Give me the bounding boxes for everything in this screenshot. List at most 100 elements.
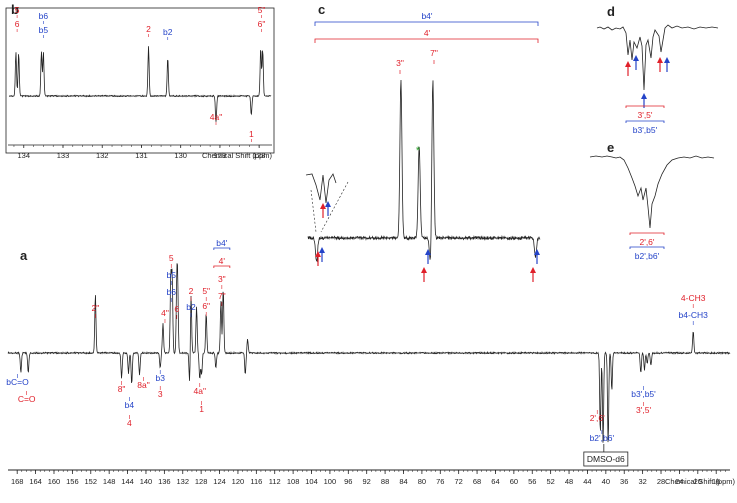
tick-label-b-128: 128 [253, 151, 266, 160]
tick-label-a-132: 132 [176, 477, 189, 486]
panel-b-frame [5, 7, 275, 154]
inset-zoom [305, 173, 349, 233]
tick-label-a-56: 56 [528, 477, 536, 486]
bracket-b4prime [314, 21, 539, 26]
tick-label-a-80: 80 [418, 477, 426, 486]
label-b-6: 4a" [210, 112, 222, 122]
label-c-7dprime: 7" [430, 48, 438, 58]
arrow-d-red-2 [657, 57, 663, 72]
arrow-c-blue-5 [534, 249, 540, 264]
spectrum-b-trace [8, 46, 272, 122]
label-a-28: 3',5' [636, 405, 651, 415]
tick-label-a-104: 104 [305, 477, 318, 486]
tick-label-a-60: 60 [510, 477, 518, 486]
arrow-d-blue-3 [664, 57, 670, 72]
arrow-inset-red [320, 203, 326, 218]
panel-letter-e: e [607, 140, 614, 155]
label-a-20: b4' [216, 238, 227, 248]
arrow-c-red-0 [315, 251, 321, 266]
label-b-8: 5" [258, 5, 266, 15]
star-marker: * [416, 145, 421, 157]
label-c-b4prime: b4' [421, 11, 432, 21]
label-a-17: 1 [199, 404, 204, 414]
tick-label-b-133: 133 [57, 151, 70, 160]
arrow-c-red-2 [421, 267, 427, 282]
panel-letter-a: a [20, 248, 28, 263]
tick-label-a-160: 160 [48, 477, 61, 486]
tick-label-a-52: 52 [546, 477, 554, 486]
labels-a: bC=O C=O 2" 8" b4 4 8a" b3 3 4" 5 b5 b6 62 b2 4a" 1 5" 6" b… [6, 238, 709, 467]
label-a-30: b4-CH3 [679, 310, 709, 320]
label-c-3dprime: 3" [396, 58, 404, 68]
label-b-1: 6 [15, 19, 20, 29]
bracket-a-20 [213, 247, 231, 250]
tick-label-a-108: 108 [287, 477, 300, 486]
label-a-18: 5" [202, 286, 210, 296]
label-a-14: 2 [189, 286, 194, 296]
label-a-19: 6" [202, 301, 210, 311]
tick-label-a-152: 152 [85, 477, 98, 486]
tick-label-a-32: 32 [638, 477, 646, 486]
label-b-7: 1 [249, 129, 254, 139]
spectrum-a-trace [7, 263, 731, 443]
tick-label-a-28: 28 [657, 477, 665, 486]
tick-label-a-136: 136 [158, 477, 171, 486]
label-a-9: 4" [161, 308, 169, 318]
tick-label-b-130: 130 [174, 151, 187, 160]
tick-label-a-76: 76 [436, 477, 444, 486]
tick-label-b-132: 132 [96, 151, 109, 160]
panel-a: 168 164 160 156 152 148 144 140 136 132 128 124 120 1… [6, 238, 735, 486]
tick-label-a-88: 88 [381, 477, 389, 486]
label-b-9: 6" [258, 19, 266, 29]
label-a-1: C=O [18, 394, 36, 404]
bracket-e-blue [629, 246, 665, 249]
tick-label-a-68: 68 [473, 477, 481, 486]
label-b-0: 5 [15, 5, 20, 15]
label-a-22: 3" [218, 274, 226, 284]
spectrum-c-trace [307, 79, 541, 263]
label-a-25: b2',b6' [590, 433, 615, 443]
panel-letter-d: d [607, 4, 615, 19]
label-a-16: 4a" [194, 386, 206, 396]
tick-label-a-124: 124 [213, 477, 226, 486]
label-a-21: 4' [219, 256, 226, 266]
label-a-10: 5 [169, 253, 174, 263]
tick-label-a-140: 140 [140, 477, 153, 486]
label-b-5: b2 [163, 27, 173, 37]
label-a-23: 7" [218, 291, 226, 301]
tick-label-a-64: 64 [491, 477, 499, 486]
label-a-4: b4 [125, 400, 135, 410]
tick-label-a-40: 40 [602, 477, 610, 486]
bracket-d-red [625, 105, 665, 108]
dmso-box [583, 451, 629, 467]
spectrum-e-trace [589, 155, 715, 229]
arrow-c-red-4 [530, 267, 536, 282]
axis-b-label: Chemical Shift (ppm) [202, 151, 273, 160]
label-a-7: b3 [155, 373, 165, 383]
tick-label-a-48: 48 [565, 477, 573, 486]
arrow-d-blue-1 [633, 55, 639, 70]
tick-label-a-144: 144 [121, 477, 134, 486]
panel-c: b4' 4' 3" 7" * [305, 11, 541, 282]
arrow-c-blue-3 [425, 249, 431, 264]
label-a-6: 8a" [137, 380, 149, 390]
spectrum-d-trace [596, 24, 719, 91]
tick-label-a-36: 36 [620, 477, 628, 486]
tick-label-a-44: 44 [583, 477, 591, 486]
bracket-a-21 [213, 265, 231, 268]
axis-b-ticks: 134 133 132 131 130 129 128 [13, 145, 266, 160]
tick-label-a-148: 148 [103, 477, 116, 486]
bracket-e-red [629, 232, 665, 235]
panel-e: 2',6' b2',b6' [589, 155, 715, 261]
label-a-8: 3 [158, 389, 163, 399]
axis-a-label: Chemical Shift (ppm) [665, 477, 736, 486]
arrows-c [315, 247, 540, 282]
tick-label-b-131: 131 [135, 151, 148, 160]
zoom-line-2 [320, 181, 349, 233]
tick-label-a-100: 100 [324, 477, 337, 486]
tick-label-a-164: 164 [29, 477, 42, 486]
tick-label-a-128: 128 [195, 477, 208, 486]
label-a-11: b5 [167, 270, 177, 280]
label-d-b3-b5: b3',b5' [633, 125, 658, 135]
